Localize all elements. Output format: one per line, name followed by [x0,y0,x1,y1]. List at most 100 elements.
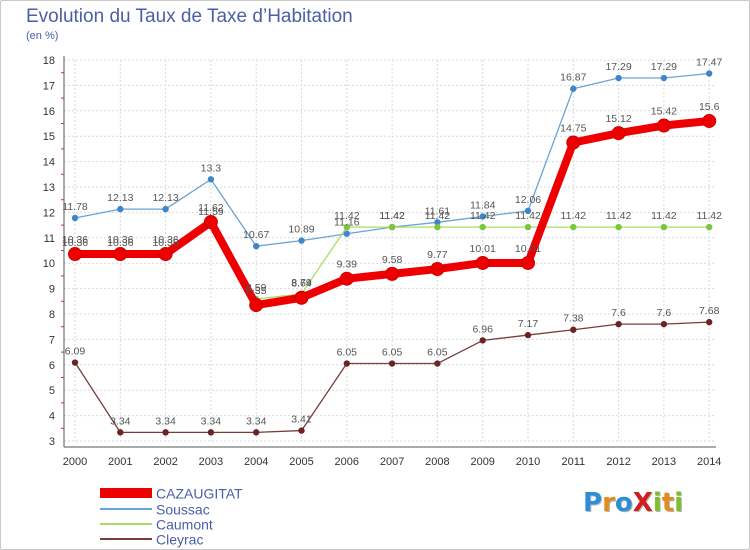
legend-item-soussac: Soussac [100,500,210,517]
x-tick-label: 2012 [606,456,630,468]
x-tick-label: 2008 [425,456,449,468]
data-point-soussac [570,85,577,92]
y-tick-label: 8 [49,309,55,321]
data-point-caumont [524,223,532,231]
y-tick-label: 7 [49,334,55,346]
data-label-cazaugitat: 10.01 [515,243,541,255]
data-point-soussac [524,207,532,215]
data-label-caumont: 11.42 [651,210,677,222]
data-label-cleyrac: 3.34 [155,415,176,427]
y-tick-label: 3 [49,436,55,448]
data-point-soussac [706,70,713,77]
data-label-soussac: 11.42 [379,210,405,222]
data-point-caumont [706,223,713,231]
data-point-cazaugitat [203,215,218,230]
data-label-cazaugitat: 15.12 [605,113,631,125]
data-label-cleyrac: 6.05 [427,347,448,359]
data-point-soussac [117,205,124,213]
x-tick-label: 2004 [244,456,268,468]
data-point-caumont [660,223,668,231]
data-point-caumont [343,223,350,231]
data-label-cleyrac: 3.34 [201,415,222,427]
data-point-cleyrac [298,427,305,434]
y-tick-label: 18 [43,55,55,67]
data-label-cleyrac: 7.17 [518,318,539,330]
x-tick-label: 2005 [289,456,313,468]
y-tick-label: 17 [43,80,55,92]
data-point-cazaugitat [475,255,490,270]
x-tick-label: 2014 [697,456,721,468]
y-tick-label: 4 [49,411,55,423]
data-point-cleyrac [388,360,396,367]
data-point-soussac [434,219,441,226]
data-label-cleyrac: 7.6 [657,307,672,319]
y-tick-label: 16 [43,106,55,118]
data-label-cazaugitat: 15.6 [699,101,720,113]
data-point-cazaugitat [385,266,400,281]
data-point-cleyrac [660,320,668,328]
x-tick-label: 2001 [108,456,132,468]
data-point-caumont [479,223,486,231]
data-label-cazaugitat: 8.64 [291,278,312,290]
data-point-cleyrac [479,337,486,344]
x-tick-label: 2011 [561,456,585,468]
data-label-caumont: 10.36 [62,237,88,249]
data-label-caumont: 11.42 [379,210,405,222]
data-point-soussac [71,214,79,222]
logo-letter: r [602,488,615,518]
y-tick-label: 11 [44,233,55,245]
legend-label: Caumont [156,516,213,533]
chart-axes: 3 4 5 6 7 8 9 10 11 12 13 14 15 16 17 18 2000 2001 2002 200… [43,55,722,468]
data-label-soussac: 12.13 [107,192,133,204]
data-point-cazaugitat [611,126,626,141]
data-point-cleyrac [207,429,215,436]
data-label-soussac: 17.47 [696,56,722,68]
y-tick-label: 9 [49,284,55,296]
logo-letter: i [674,488,684,518]
data-label-cazaugitat: 9.39 [337,259,358,271]
data-label-caumont: 11.42 [425,210,451,222]
data-label-cleyrac: 3.34 [110,415,131,427]
data-label-cleyrac: 7.38 [563,313,584,325]
data-point-cleyrac [117,429,124,436]
data-label-cleyrac: 6.09 [65,346,86,358]
proxiti-logo: ProXiti [583,488,683,518]
data-label-caumont: 10.36 [152,237,178,249]
legend-item-cleyrac: Cleyrac [100,530,203,547]
logo-letter: X [632,488,653,518]
data-label-cleyrac: 6.05 [382,347,403,359]
legend-item-cazaugitat: CAZAUGITAT [100,484,243,501]
chart-unit-label: (en %) [26,30,59,42]
x-tick-label: 2006 [335,456,359,468]
data-label-cazaugitat: 14.75 [560,123,586,135]
data-label-caumont: 11.42 [696,210,722,222]
data-point-cleyrac [706,318,713,326]
data-point-cleyrac [524,331,532,339]
data-label-caumont: 8.79 [291,277,312,289]
chart-series [68,70,717,436]
legend-label: Cleyrac [156,531,204,548]
logo-letter: o [614,488,633,518]
data-point-cazaugitat [249,298,264,313]
x-tick-label: 2007 [380,456,404,468]
y-tick-label: 12 [43,207,55,219]
x-tick-label: 2000 [63,456,87,468]
data-point-cleyrac [343,360,350,367]
data-label-cazaugitat: 10.36 [62,234,88,246]
data-point-caumont [388,223,396,231]
data-point-cazaugitat [702,113,717,128]
data-point-caumont [615,223,622,231]
data-label-cazaugitat: 9.58 [382,254,403,266]
data-point-cazaugitat [294,290,309,305]
logo-letter: P [583,488,603,518]
x-tick-label: 2002 [153,456,177,468]
data-point-caumont [570,223,577,231]
data-label-caumont: 8.59 [246,282,267,294]
data-point-soussac [479,213,486,220]
data-label-caumont: 11.42 [470,210,496,222]
data-label-cazaugitat: 10.01 [470,243,496,255]
logo-letter: t [661,488,675,518]
data-label-soussac: 12.13 [152,192,178,204]
legend-label: CAZAUGITAT [156,485,243,502]
